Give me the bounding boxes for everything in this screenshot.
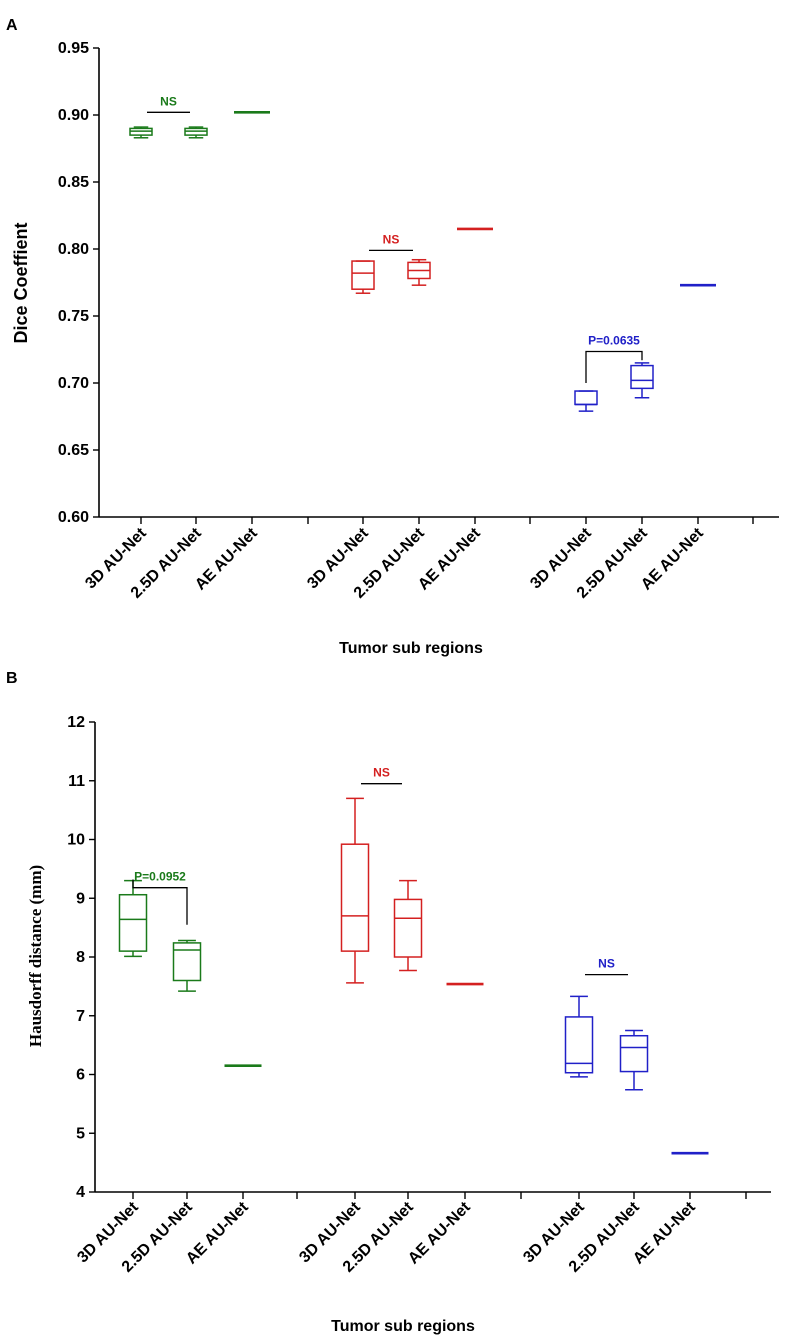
panel-b-box-blue-0 (564, 995, 594, 1078)
panel-a-ytick-label: 0.60 (58, 509, 89, 526)
panel-b-yaxis-title: Hausdorff distance (mm) (26, 865, 45, 1047)
panel-a-letter: A (6, 17, 18, 34)
panel-b-ytick-label: 8 (76, 949, 85, 966)
panel-a-xlabel: Tumor sub regions (339, 640, 483, 657)
box-iqr (340, 843, 370, 952)
panel-b-significance-label: P=0.0952 (134, 870, 186, 884)
panel-a-box-blue-0 (574, 390, 598, 412)
panel-b-xlabel: Tumor sub regions (331, 1318, 475, 1335)
box-iqr (118, 893, 148, 952)
panel-a-significance-bracket (585, 350, 643, 383)
panel-b-letter: B (6, 670, 18, 687)
panel-a-ytick-label: 0.80 (58, 241, 89, 258)
panel-b-xtick-label: AE AU-Net (405, 1198, 474, 1267)
panel-a-ytick-label: 0.65 (58, 442, 89, 459)
panel-a-box-blue-1 (630, 362, 654, 399)
box-iqr (619, 1034, 649, 1073)
panel-a-ytick-label: 0.95 (58, 40, 89, 57)
panel-b-ytick-label: 6 (76, 1067, 85, 1084)
panel-b-box-red-0 (340, 797, 370, 984)
box-iqr (574, 390, 598, 406)
panel-b-box-green-1 (172, 939, 202, 992)
panel-b-ytick-label: 12 (67, 714, 85, 731)
panel-a-significance-label: P=0.0635 (588, 334, 640, 348)
panel-a-ytick-label: 0.85 (58, 174, 89, 191)
panel-b-box-red-1 (393, 879, 423, 972)
panel-b-ytick-label: 11 (68, 773, 85, 790)
panel-b-significance-bracket (132, 879, 188, 925)
box-iqr (564, 1016, 594, 1074)
panel-a-ytick-label: 0.90 (58, 107, 89, 124)
panel-a-significance-label: NS (383, 232, 400, 246)
panel-a-yaxis-title: Dice Coeffient (11, 222, 31, 343)
panel-b-box-blue-1 (619, 1029, 649, 1091)
panel-a-ytick-label: 0.75 (58, 308, 89, 325)
panel-a-box-red-0 (351, 260, 375, 294)
panel-a-box-green-1 (184, 126, 208, 139)
panel-a-box-red-1 (407, 258, 431, 286)
box-iqr (351, 260, 375, 290)
panel-b-ylabel: Hausdorff distance (mm) (26, 865, 45, 1047)
panel-b-ytick-label: 7 (76, 1008, 85, 1025)
panel-a-box-green-0 (129, 126, 153, 139)
panel-b-ytick-label: 10 (67, 832, 85, 849)
panel-a-significance-label: NS (160, 94, 177, 108)
panel-b-box-green-0 (118, 879, 148, 958)
panel-b-ytick-label: 9 (76, 890, 85, 907)
box-iqr (172, 942, 202, 982)
panel-a-ytick-label: 0.70 (58, 375, 89, 392)
panel-b-significance-label: NS (598, 957, 615, 971)
box-iqr (630, 364, 654, 390)
box-iqr (393, 898, 423, 958)
panel-a-ylabel: Dice Coeffient (11, 222, 31, 343)
panel-b-ytick-label: 5 (76, 1125, 85, 1142)
panel-b-significance-label: NS (373, 766, 390, 780)
panel-b-ytick-label: 4 (76, 1184, 85, 1201)
